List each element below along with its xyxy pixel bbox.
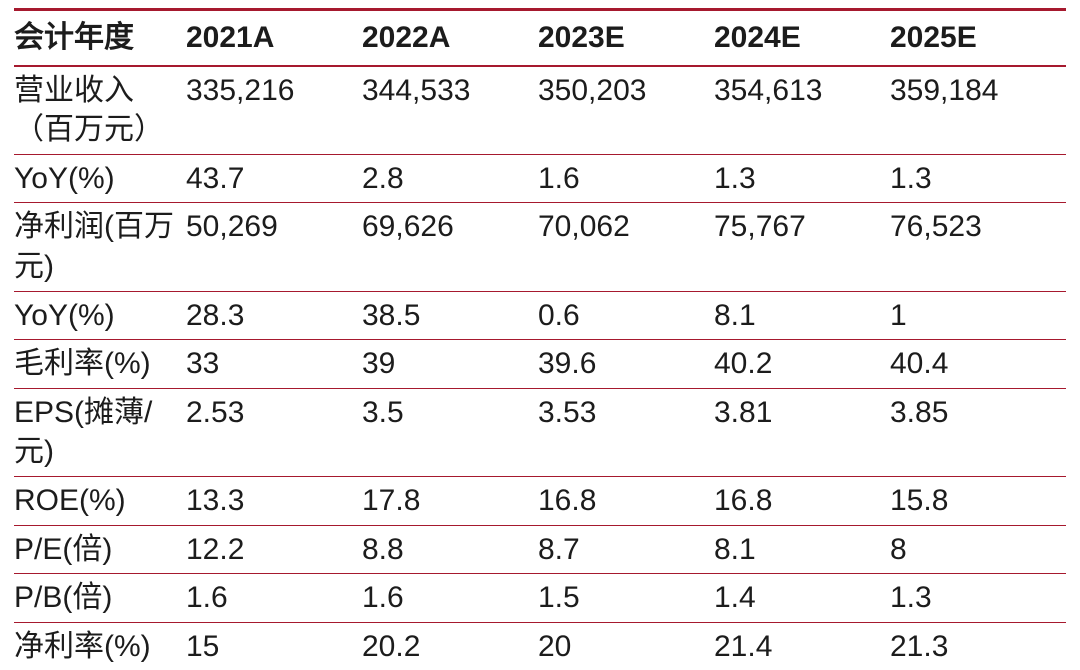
table-body: 营业收入（百万元） 335,216 344,533 350,203 354,61… xyxy=(14,65,1066,670)
value-cell: 1.3 xyxy=(714,154,890,204)
table-header: 会计年度 2021A 2022A 2023E 2024E 2025E xyxy=(14,9,1066,67)
value-cell: 8.1 xyxy=(714,525,890,575)
value-cell: 50,269 xyxy=(186,202,362,292)
row-label: P/E(倍) xyxy=(14,525,186,575)
table-row: YoY(%) 43.7 2.8 1.6 1.3 1.3 xyxy=(14,154,1066,204)
value-cell: 2.8 xyxy=(362,154,538,204)
value-cell: 40.2 xyxy=(714,339,890,389)
value-cell: 1 xyxy=(890,291,1066,341)
value-cell: 0.6 xyxy=(538,291,714,341)
header-cell-2022a: 2022A xyxy=(362,9,538,67)
table-row: 净利润(百万元) 50,269 69,626 70,062 75,767 76,… xyxy=(14,202,1066,292)
value-cell: 38.5 xyxy=(362,291,538,341)
table-row: EPS(摊薄/元) 2.53 3.5 3.53 3.81 3.85 xyxy=(14,388,1066,477)
row-label: EPS(摊薄/元) xyxy=(14,388,186,477)
value-cell: 335,216 xyxy=(186,65,362,155)
header-cell-2025e: 2025E xyxy=(890,9,1066,67)
header-row: 会计年度 2021A 2022A 2023E 2024E 2025E xyxy=(14,9,1066,67)
table-row: 营业收入（百万元） 335,216 344,533 350,203 354,61… xyxy=(14,65,1066,155)
value-cell: 1.3 xyxy=(890,573,1066,623)
value-cell: 3.5 xyxy=(362,388,538,477)
table-row: 毛利率(%) 33 39 39.6 40.2 40.4 xyxy=(14,339,1066,389)
value-cell: 76,523 xyxy=(890,202,1066,292)
value-cell: 16.8 xyxy=(714,476,890,526)
value-cell: 39.6 xyxy=(538,339,714,389)
value-cell: 17.8 xyxy=(362,476,538,526)
value-cell: 8 xyxy=(890,525,1066,575)
value-cell: 15.8 xyxy=(890,476,1066,526)
value-cell: 33 xyxy=(186,339,362,389)
value-cell: 70,062 xyxy=(538,202,714,292)
table-row: P/B(倍) 1.6 1.6 1.5 1.4 1.3 xyxy=(14,573,1066,623)
row-label: P/B(倍) xyxy=(14,573,186,623)
value-cell: 69,626 xyxy=(362,202,538,292)
value-cell: 1.4 xyxy=(714,573,890,623)
value-cell: 43.7 xyxy=(186,154,362,204)
value-cell: 3.85 xyxy=(890,388,1066,477)
value-cell: 16.8 xyxy=(538,476,714,526)
value-cell: 1.6 xyxy=(186,573,362,623)
value-cell: 1.3 xyxy=(890,154,1066,204)
row-label: 毛利率(%) xyxy=(14,339,186,389)
value-cell: 8.1 xyxy=(714,291,890,341)
value-cell: 354,613 xyxy=(714,65,890,155)
value-cell: 13.3 xyxy=(186,476,362,526)
value-cell: 2.53 xyxy=(186,388,362,477)
header-cell-fiscal-year: 会计年度 xyxy=(14,9,186,67)
value-cell: 12.2 xyxy=(186,525,362,575)
row-label: 净利润(百万元) xyxy=(14,202,186,292)
value-cell: 8.8 xyxy=(362,525,538,575)
value-cell: 359,184 xyxy=(890,65,1066,155)
row-label: 营业收入（百万元） xyxy=(14,65,186,155)
row-label: 净利率(%) xyxy=(14,622,186,670)
header-cell-2021a: 2021A xyxy=(186,9,362,67)
table-row: ROE(%) 13.3 17.8 16.8 16.8 15.8 xyxy=(14,476,1066,526)
value-cell: 3.81 xyxy=(714,388,890,477)
row-label: YoY(%) xyxy=(14,291,186,341)
table-row: P/E(倍) 12.2 8.8 8.7 8.1 8 xyxy=(14,525,1066,575)
value-cell: 3.53 xyxy=(538,388,714,477)
value-cell: 21.4 xyxy=(714,622,890,670)
table-row: YoY(%) 28.3 38.5 0.6 8.1 1 xyxy=(14,291,1066,341)
value-cell: 20 xyxy=(538,622,714,670)
value-cell: 40.4 xyxy=(890,339,1066,389)
value-cell: 1.6 xyxy=(538,154,714,204)
row-label: YoY(%) xyxy=(14,154,186,204)
value-cell: 350,203 xyxy=(538,65,714,155)
table-row: 净利率(%) 15 20.2 20 21.4 21.3 xyxy=(14,622,1066,670)
value-cell: 28.3 xyxy=(186,291,362,341)
financial-table: 会计年度 2021A 2022A 2023E 2024E 2025E 营业收入（… xyxy=(14,8,1066,670)
value-cell: 39 xyxy=(362,339,538,389)
row-label: ROE(%) xyxy=(14,476,186,526)
value-cell: 344,533 xyxy=(362,65,538,155)
header-cell-2024e: 2024E xyxy=(714,9,890,67)
value-cell: 21.3 xyxy=(890,622,1066,670)
value-cell: 1.5 xyxy=(538,573,714,623)
value-cell: 1.6 xyxy=(362,573,538,623)
value-cell: 15 xyxy=(186,622,362,670)
value-cell: 20.2 xyxy=(362,622,538,670)
header-cell-2023e: 2023E xyxy=(538,9,714,67)
value-cell: 75,767 xyxy=(714,202,890,292)
value-cell: 8.7 xyxy=(538,525,714,575)
